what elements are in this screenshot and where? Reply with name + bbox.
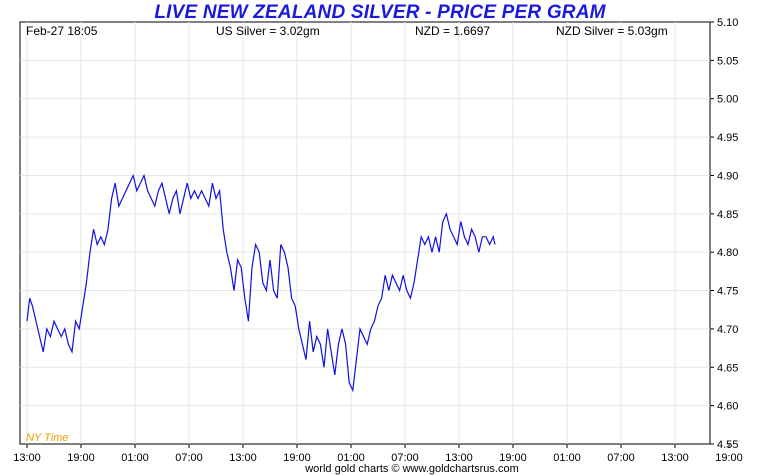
x-tick-label: 07:00 (391, 452, 419, 464)
y-tick-label: 5.00 (717, 94, 738, 106)
chart-title: LIVE NEW ZEALAND SILVER - PRICE PER GRAM (154, 2, 606, 23)
y-tick-label: 4.85 (717, 209, 738, 221)
x-tick-label: 13:00 (445, 452, 473, 464)
x-tick-label: 13:00 (661, 452, 689, 464)
y-tick-label: 4.95 (717, 132, 738, 144)
x-tick-label: 19:00 (283, 452, 311, 464)
plot-area (19, 21, 711, 445)
x-tick-label: 19:00 (499, 452, 527, 464)
y-tick-label: 5.05 (717, 55, 738, 67)
header-date-time: Feb-27 18:05 (26, 24, 98, 38)
x-tick-label: 13:00 (13, 452, 41, 464)
x-tick-label: 07:00 (607, 452, 635, 464)
x-tick-label: 01:00 (121, 452, 149, 464)
y-tick-label: 4.75 (717, 286, 738, 298)
tz-label: NY Time (26, 432, 69, 444)
x-tick-label: 01:00 (337, 452, 365, 464)
y-tick-label: 4.70 (717, 324, 738, 336)
y-tick-label: 4.55 (717, 439, 738, 451)
y-tick-label: 4.65 (717, 362, 738, 374)
header-nzd-silver: NZD Silver = 5.03gm (556, 24, 668, 38)
grid (20, 22, 710, 444)
footer-credit: world gold charts © www.goldchartsrus.co… (304, 463, 519, 475)
y-tick-label: 4.60 (717, 401, 738, 413)
header-us-silver: US Silver = 3.02gm (216, 24, 320, 38)
x-tick-label: 19:00 (67, 452, 95, 464)
x-tick-label: 01:00 (553, 452, 581, 464)
header-nzd: NZD = 1.6697 (415, 24, 490, 38)
y-tick-label: 4.80 (717, 247, 738, 259)
x-tick-label: 13:00 (229, 452, 257, 464)
y-tick-label: 5.10 (717, 17, 738, 29)
y-tick-label: 4.90 (717, 170, 738, 182)
x-tick-label: 07:00 (175, 452, 203, 464)
y-axis: 4.55 4.60 4.65 4.70 4.75 4.80 4.85 4.90 4.95 5.00… (710, 17, 738, 451)
price-line (26, 173, 496, 393)
x-axis: 13:00 19:00 01:00 07:00 13:00 19:00 01:00 07:00… (13, 444, 743, 464)
x-tick-label: 19:00 (715, 452, 743, 464)
